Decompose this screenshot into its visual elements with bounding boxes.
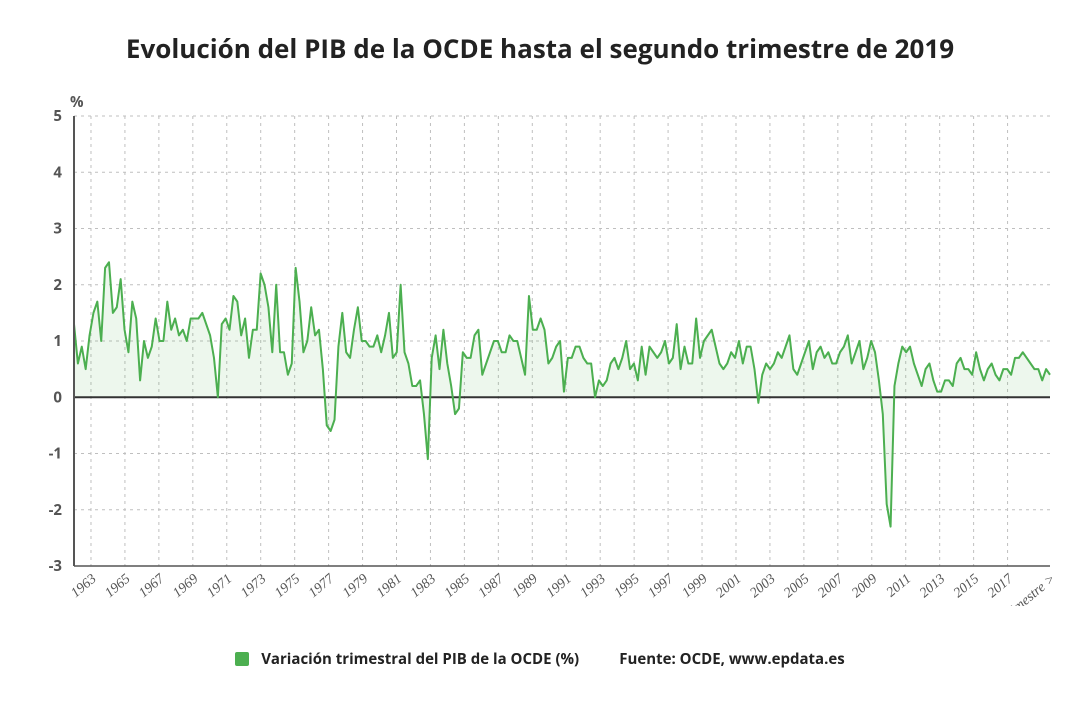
svg-text:1: 1 [53,331,62,351]
legend-swatch [235,652,249,666]
line-chart-svg: -3-2-10123451963196519671969197119731975… [20,86,1060,606]
svg-text:2: 2 [53,275,62,295]
svg-text:4: 4 [53,162,62,182]
chart-source: Fuente: OCDE, www.epdata.es [619,648,844,669]
svg-text:0: 0 [53,387,62,407]
svg-text:3: 3 [53,219,62,239]
y-axis-unit-label: % [70,92,84,112]
svg-text:-2: -2 [49,500,63,520]
svg-text:-1: -1 [49,444,62,464]
chart-title: Evolución del PIB de la OCDE hasta el se… [20,30,1060,66]
plot-area: % -3-2-101234519631965196719691971197319… [20,86,1060,606]
svg-text:5: 5 [53,106,62,126]
legend-row: Variación trimestral del PIB de la OCDE … [20,646,1060,669]
svg-text:-3: -3 [49,556,62,576]
legend-series-label: Variación trimestral del PIB de la OCDE … [261,649,579,669]
chart-source-label: Fuente: OCDE, www.epdata.es [619,649,844,669]
legend-item: Variación trimestral del PIB de la OCDE … [235,648,579,669]
chart-container: Evolución del PIB de la OCDE hasta el se… [20,30,1060,669]
